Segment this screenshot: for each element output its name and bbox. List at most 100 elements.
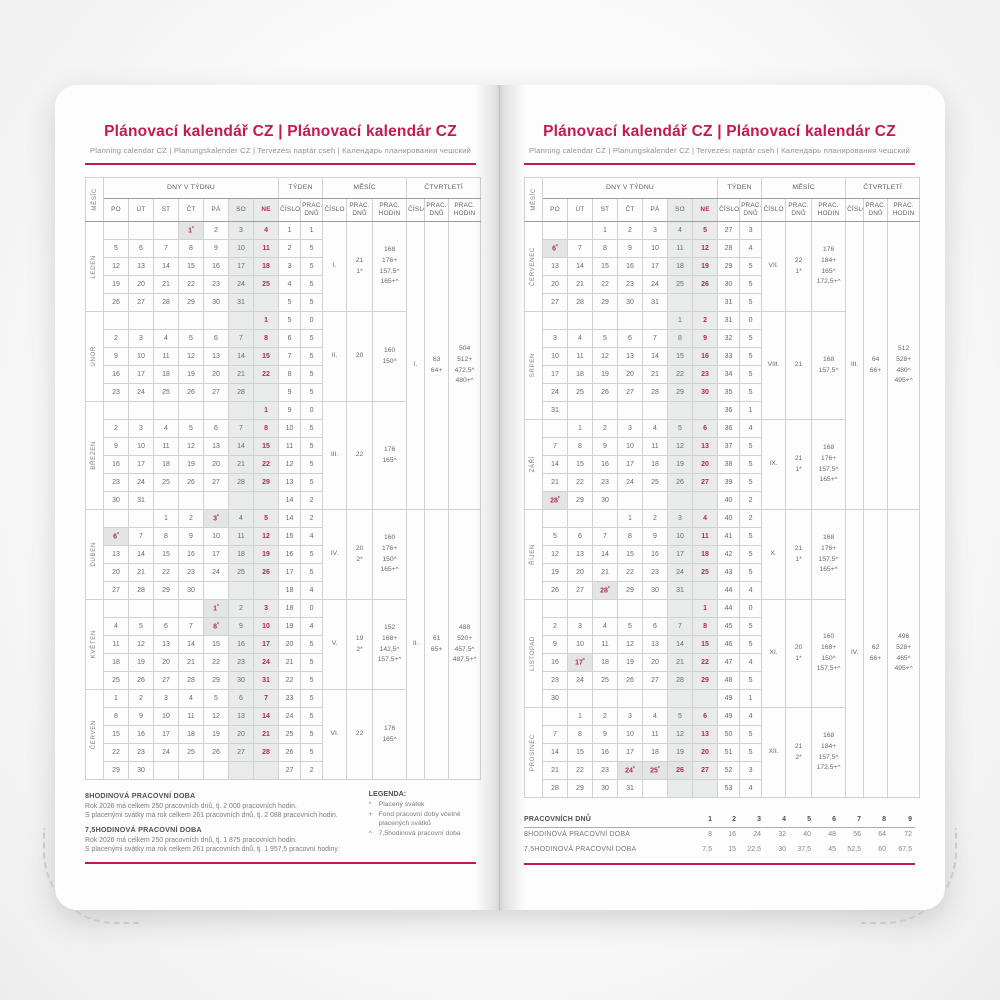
page-header: Plánovací kalendář CZ | Plánovací kalend…	[524, 123, 915, 165]
day-cell: 29	[691, 671, 719, 690]
day-cell: 28	[128, 581, 154, 600]
quarter-number-cell: II.	[406, 509, 426, 780]
day-cell: 15	[567, 743, 593, 762]
day-cell	[567, 509, 593, 528]
day-name-header: PÁ	[642, 198, 668, 222]
week-workdays-cell: 3	[739, 221, 763, 240]
day-cell	[103, 509, 129, 528]
week-number-cell: 21	[278, 653, 302, 672]
quarter-number-cell: IV.	[845, 509, 865, 798]
week-workdays-cell: 5	[300, 635, 324, 654]
week-workdays-cell: 5	[300, 563, 324, 582]
day-cell	[667, 401, 693, 420]
week-number-cell: 40	[717, 509, 741, 528]
day-cell: 3	[228, 221, 254, 240]
value-cell: 24	[753, 831, 761, 839]
month-workdays-cell: 21 2*	[785, 707, 813, 798]
week-workdays-cell: 1	[300, 221, 324, 240]
day-cell: 28	[228, 383, 254, 402]
month-name-cell: KVĚTEN	[85, 599, 104, 690]
day-name-header: PO	[542, 198, 568, 222]
day-cell: 26	[203, 743, 229, 762]
page-left: Plánovací kalendář CZ | Plánovací kalend…	[55, 85, 500, 910]
week-workdays-cell: 5	[300, 473, 324, 492]
day-cell	[153, 311, 179, 330]
week-workdays-cell: 5	[300, 725, 324, 744]
day-name-header: ÚT	[567, 198, 593, 222]
day-cell: 23	[103, 383, 129, 402]
day-cell: 1	[567, 419, 593, 438]
day-cell	[667, 599, 693, 618]
day-cell: 28	[178, 671, 204, 690]
day-cell: 3	[153, 689, 179, 708]
week-number-cell: 39	[717, 473, 741, 492]
day-cell	[667, 293, 693, 312]
day-name-header: NE	[691, 198, 719, 222]
week-workdays-cell: 5	[300, 437, 324, 456]
legend-item: * Placený svátek	[368, 801, 425, 808]
day-cell: 6	[203, 329, 229, 348]
day-cell	[592, 689, 618, 708]
stat-column-header: PRAC. DNŮ	[300, 198, 324, 222]
day-cell	[228, 491, 254, 510]
day-cell: 18	[567, 365, 593, 384]
day-cell: 8	[592, 239, 618, 258]
day-cell: 24	[252, 653, 280, 672]
week-number-cell: 32	[717, 329, 741, 348]
day-cell: 4	[252, 221, 280, 240]
week-workdays-cell: 5	[300, 347, 324, 366]
day-cell: 10	[542, 347, 568, 366]
week-workdays-cell: 3	[739, 761, 763, 780]
day-cell	[228, 761, 254, 780]
day-cell: 27	[567, 581, 593, 600]
day-cell: 29	[567, 779, 593, 798]
month-name-cell: SRPEN	[524, 311, 543, 420]
day-cell: 12	[252, 527, 280, 546]
day-cell: 15	[252, 347, 280, 366]
day-cell: 19	[103, 275, 129, 294]
week-number-cell: 6	[278, 329, 302, 348]
day-cell: 31	[542, 401, 568, 420]
week-workdays-cell: 5	[739, 527, 763, 546]
day-cell: 5	[203, 689, 229, 708]
hours-8h-row: 8HODINOVÁ PRACOVNÍ DOBA 8 16 24 32 40 48 56 64 72	[524, 827, 915, 842]
day-cell	[252, 491, 280, 510]
month-number-cell: IX.	[761, 419, 787, 510]
day-cell: 18	[103, 653, 129, 672]
day-cell: 12	[178, 437, 204, 456]
week-workdays-cell: 5	[739, 725, 763, 744]
day-cell	[667, 689, 693, 708]
day-cell: 22	[178, 275, 204, 294]
week-workdays-cell: 5	[300, 383, 324, 402]
value-cell: 9	[889, 812, 915, 828]
day-cell: 4	[153, 419, 179, 438]
day-cell: 30	[617, 293, 643, 312]
week-number-cell: 50	[717, 725, 741, 744]
month-name-label: KVĚTEN	[90, 630, 98, 659]
week-number-cell: 47	[717, 653, 741, 672]
day-cell: 29	[592, 293, 618, 312]
day-cell: 31	[667, 581, 693, 600]
month-name-cell: LEDEN	[85, 221, 104, 312]
day-cell: 4	[642, 707, 668, 726]
month-workdays-cell: 22	[346, 689, 374, 780]
day-cell: 10	[567, 635, 593, 654]
row-label: 7,5HODINOVÁ PRACOVNÍ DOBA	[524, 846, 637, 853]
legend-item: + Fond pracovní doby včetně placených svá…	[368, 810, 461, 828]
day-cell: 29	[103, 761, 129, 780]
day-cell: 12	[542, 545, 568, 564]
day-cell: 16	[542, 653, 568, 672]
week-workdays-cell: 5	[739, 563, 763, 582]
day-cell: 5	[178, 329, 204, 348]
day-cell: 26	[691, 275, 719, 294]
day-cell: 13	[203, 347, 229, 366]
day-cell	[567, 401, 593, 420]
day-cell: 12	[128, 635, 154, 654]
day-cell: 5	[667, 419, 693, 438]
day-cell: 24	[567, 671, 593, 690]
week-number-cell: 17	[278, 563, 302, 582]
day-cell: 12	[103, 257, 129, 276]
month-hours-cell: 168 176+ 157,5^ 165+^	[811, 509, 847, 600]
value-cell: 7,5	[702, 846, 712, 853]
day-cell: 26	[617, 671, 643, 690]
